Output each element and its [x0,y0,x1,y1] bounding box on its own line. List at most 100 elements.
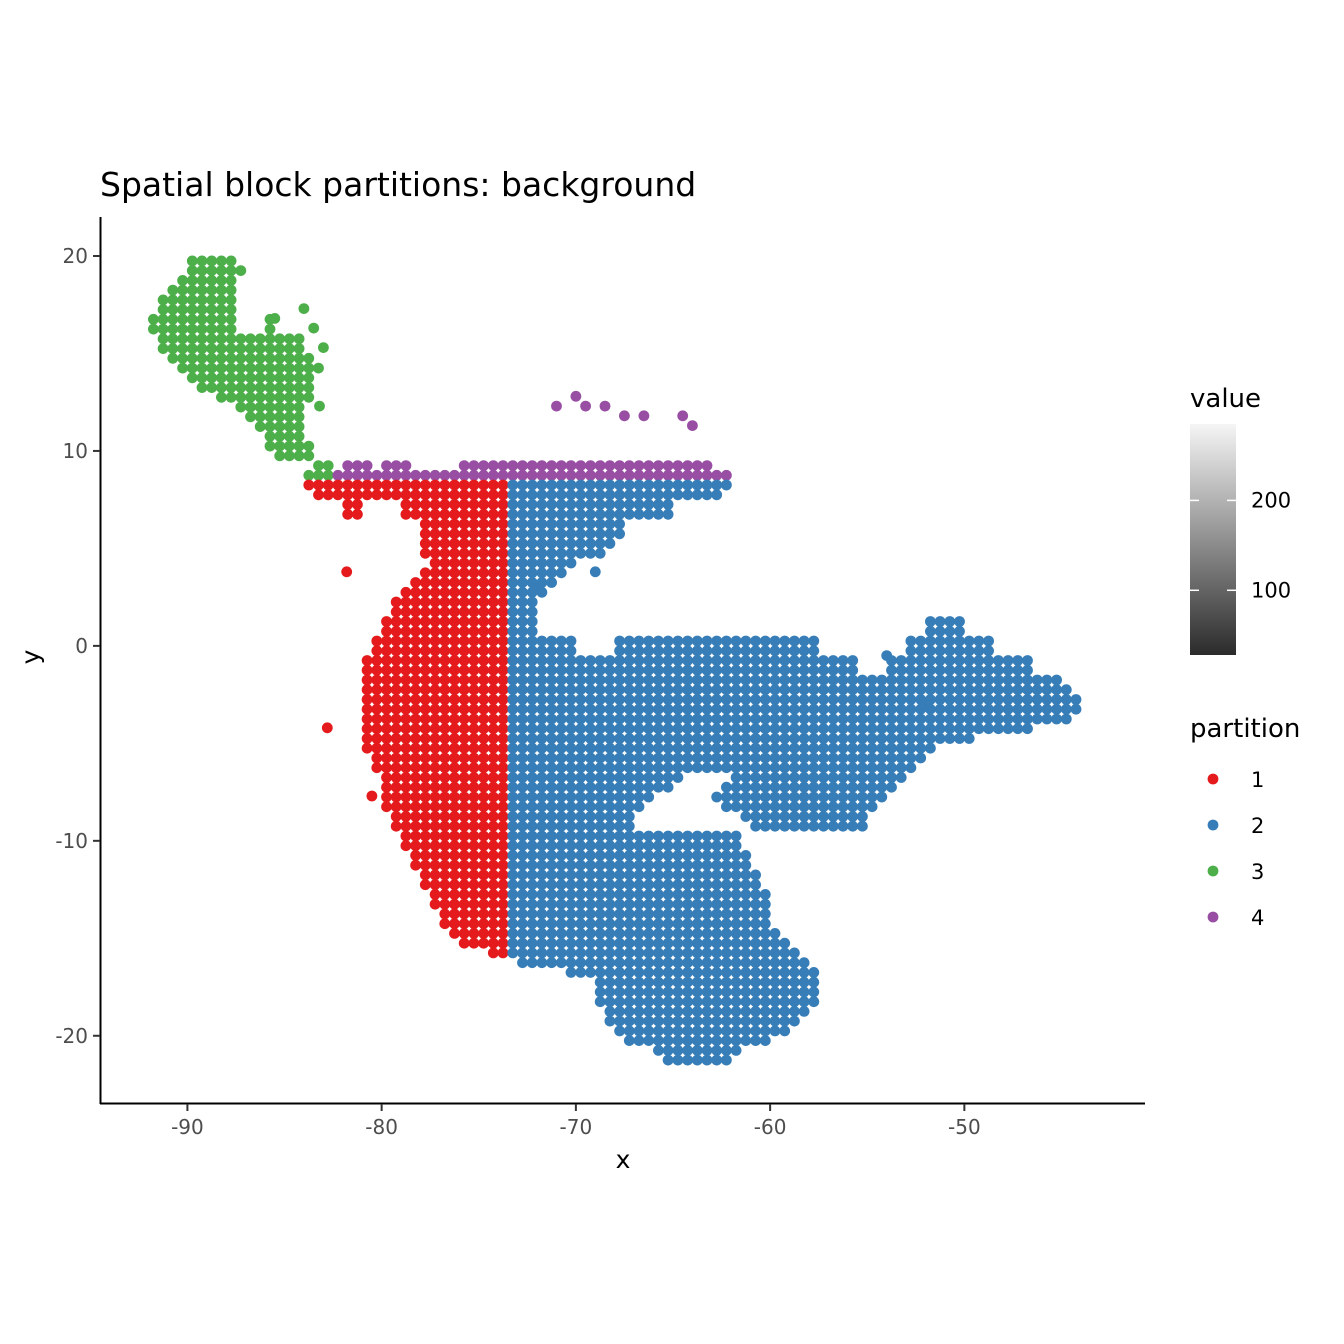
data-point [381,479,392,491]
data-point [293,333,305,345]
data-point [245,411,256,423]
data-point [400,596,412,608]
data-point [857,713,868,725]
data-point [419,625,431,637]
data-point [721,664,732,676]
data-point [759,762,771,774]
data-point [507,937,519,949]
data-point [449,811,460,822]
data-point [449,889,460,900]
data-point [352,499,363,510]
data-point [847,762,859,774]
data-point [245,372,256,384]
data-point [653,460,664,471]
data-point [487,830,499,842]
data-point [594,850,606,861]
data-point [633,869,645,881]
data-point [390,713,402,725]
data-point [594,733,606,744]
data-point [478,752,489,764]
data-point [565,469,577,481]
data-point [857,801,868,813]
data-point [769,733,781,744]
data-point [954,635,965,647]
data-point [478,586,489,598]
data-point [274,333,286,345]
data-point [458,479,470,491]
legend-key [1207,911,1219,923]
data-point [429,742,441,754]
data-point [973,674,985,686]
data-point [847,791,859,803]
data-point [769,957,781,969]
data-point [400,723,412,735]
data-point [721,996,732,1008]
data-point [313,460,324,471]
data-point [798,655,810,666]
data-point [963,684,975,696]
data-point [691,723,703,735]
data-point [701,898,713,910]
data-point [769,781,781,793]
data-point [730,859,742,871]
data-point [672,674,684,686]
data-point [633,830,645,842]
data-point [857,820,868,832]
data-point [730,908,742,920]
data-point [167,352,179,364]
data-point [730,723,742,735]
data-point [497,635,509,647]
data-point [245,382,256,393]
data-point [594,947,606,959]
data-point [594,928,606,939]
data-point [798,957,810,969]
data-point [750,1006,761,1017]
data-point [517,801,528,813]
data-point [818,801,829,813]
data-point [517,752,528,764]
data-point [691,928,703,939]
data-point [458,635,470,647]
data-point [672,635,684,647]
data-point [487,742,499,754]
data-point [759,655,771,666]
data-point [682,460,693,471]
x-tick-label: -90 [171,1115,204,1139]
data-point [827,772,839,783]
data-point [264,401,276,413]
data-point [623,937,635,949]
data-point [449,635,460,647]
data-point [721,859,732,871]
data-point [585,947,596,959]
data-point [555,859,567,871]
data-point [186,372,198,384]
data-point [487,713,499,725]
data-point [827,811,839,822]
data-point [526,557,538,569]
data-point [691,859,703,871]
data-point [497,499,509,510]
data-point [478,469,489,481]
data-point [750,1015,761,1027]
data-point [623,830,635,842]
data-point [711,762,723,774]
data-point [429,762,441,774]
data-point [623,879,635,891]
data-point [419,879,431,891]
data-point [594,772,606,783]
data-point [478,811,489,822]
data-point [798,645,810,657]
data-point [458,859,470,871]
data-point [614,908,625,920]
data-point [555,723,567,735]
data-point [536,508,548,520]
data-point [478,499,489,510]
data-point [847,664,859,676]
data-point [439,508,451,520]
data-point [837,820,849,832]
data-point [808,752,820,764]
data-point [604,528,616,540]
data-point [381,616,392,627]
data-point [701,694,713,705]
data-point [274,382,286,393]
